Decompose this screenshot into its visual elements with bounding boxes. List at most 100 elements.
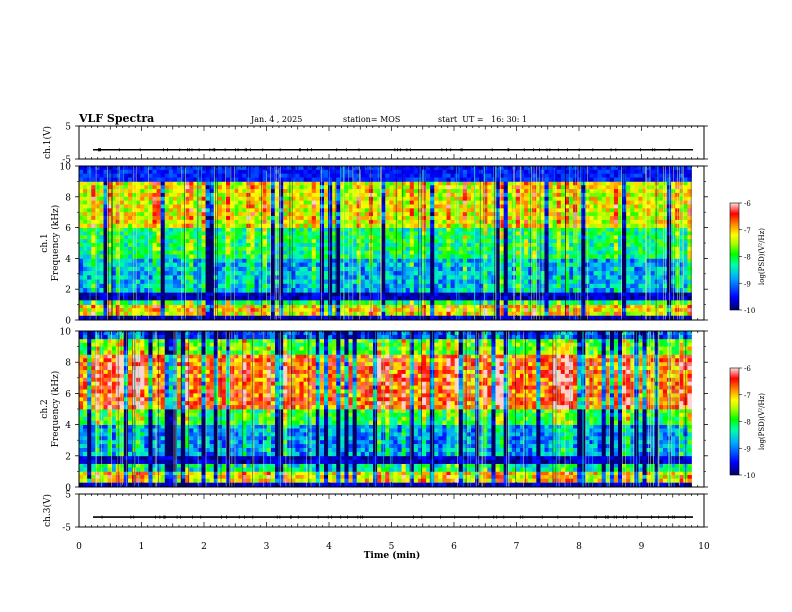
spectrogram-cell xyxy=(107,275,113,280)
spectrogram-cell xyxy=(646,288,652,293)
spectrogram-cell xyxy=(434,311,439,316)
spectrogram-cell xyxy=(148,292,153,297)
spectrogram-cell xyxy=(299,315,304,320)
spectrogram-cell xyxy=(524,258,529,263)
spectrogram-cell xyxy=(140,231,145,236)
spectrogram-cell xyxy=(434,279,439,285)
spectrogram-cell xyxy=(352,315,358,320)
spectrogram-cell xyxy=(503,271,509,276)
spectrogram-cell xyxy=(234,254,239,259)
spectrogram-cell xyxy=(234,227,239,232)
spectrogram-cell xyxy=(299,227,304,232)
spectrogram-cell xyxy=(515,246,521,252)
spectrogram-cell xyxy=(426,283,431,289)
spectrogram-cell xyxy=(536,227,541,232)
spectrogram-cell xyxy=(520,275,525,280)
spectrogram-cell xyxy=(172,246,178,252)
spectrogram-cell xyxy=(83,231,88,236)
spectrogram-cell xyxy=(250,275,255,280)
spectrogram-cell xyxy=(515,208,521,213)
spectrogram-cell xyxy=(458,192,464,198)
spectrogram-cell xyxy=(356,304,362,309)
spectrogram-cell xyxy=(299,196,304,201)
spectrogram-cell xyxy=(340,235,345,240)
spectrogram-cell xyxy=(140,296,145,301)
spectrogram-cell xyxy=(287,208,292,213)
spectrogram-cell xyxy=(397,262,402,268)
spectrogram-cell xyxy=(336,258,341,263)
spectrogram-cell xyxy=(221,271,227,276)
spectrogram-cell xyxy=(234,279,239,285)
spectrogram-cell xyxy=(658,235,664,240)
spectrogram-cell xyxy=(111,275,117,280)
spectrogram-cell xyxy=(569,246,574,252)
spectrogram-cell xyxy=(381,204,386,209)
spectrogram-cell xyxy=(307,239,313,244)
spectrogram-cell xyxy=(389,192,394,198)
spectrogram-cell xyxy=(671,288,676,293)
spectrogram-cell xyxy=(683,254,688,259)
spectrogram-cell xyxy=(168,279,174,285)
spectrogram-cell xyxy=(356,185,362,190)
spectrogram-cell xyxy=(246,283,251,289)
spectrogram-cell xyxy=(197,296,202,301)
spectrogram-cell xyxy=(111,266,117,272)
spectrogram-cell xyxy=(658,308,664,313)
spectrogram-cell xyxy=(658,196,664,201)
spectrogram-cell xyxy=(185,283,190,289)
spectrogram-cell xyxy=(381,254,386,259)
spectrogram-cell xyxy=(520,231,525,236)
spectrogram-cell xyxy=(311,185,317,190)
spectrogram-cell xyxy=(434,204,439,209)
spectrogram-cell xyxy=(254,208,260,213)
spectrogram-cell xyxy=(422,275,427,280)
spectrogram-cell xyxy=(295,304,300,309)
spectrogram-cell xyxy=(348,208,353,213)
spectrogram-cell xyxy=(393,200,398,205)
spectrogram-cell xyxy=(532,275,537,280)
spectrogram-cell xyxy=(377,189,382,194)
spectrogram-cell xyxy=(479,315,484,320)
spectrogram-cell xyxy=(193,204,198,209)
spectrogram-cell xyxy=(442,315,447,320)
spectrogram-cell xyxy=(352,266,358,272)
spectrogram-cell xyxy=(483,246,488,252)
spectrogram-cell xyxy=(258,231,264,236)
spectrogram-cell xyxy=(83,308,88,313)
spectrogram-cell xyxy=(548,275,554,280)
spectrogram-cell xyxy=(638,271,643,276)
spectrogram-cell xyxy=(311,243,317,248)
spectrogram-cell xyxy=(613,283,619,289)
spectrogram-cell xyxy=(328,246,333,252)
spectrogram-cell xyxy=(356,292,362,297)
spectrogram-cell xyxy=(279,279,284,285)
spectrogram-cell xyxy=(270,231,276,236)
spectrogram-cell xyxy=(577,200,582,205)
spectrogram-cell xyxy=(246,258,251,263)
spectrogram-cell xyxy=(613,299,619,305)
spectrogram-cell xyxy=(385,185,390,190)
spectrogram-cell xyxy=(221,181,227,186)
spectrogram-cell xyxy=(634,258,639,263)
spectrogram-cell xyxy=(160,311,166,316)
spectrogram-cell xyxy=(258,227,264,232)
spectrogram-cell xyxy=(401,292,407,297)
spectrogram-cell xyxy=(626,304,631,309)
spectrogram-cell xyxy=(299,266,304,272)
spectrogram-cell xyxy=(515,212,521,217)
spectrogram-cell xyxy=(401,204,407,209)
spectrogram-cell xyxy=(446,308,451,313)
spectrogram-cell xyxy=(654,304,660,309)
spectrogram-cell xyxy=(683,246,688,252)
spectrogram-cell xyxy=(221,275,227,280)
spectrogram-cell xyxy=(483,227,488,232)
spectrogram-cell xyxy=(483,185,488,190)
spectrogram-cell xyxy=(503,262,509,268)
spectrogram-cell xyxy=(373,227,378,232)
spectrogram-cell xyxy=(646,266,652,272)
spectrogram-cell xyxy=(381,239,386,244)
spectrogram-cell xyxy=(393,243,398,248)
spectrogram-cell xyxy=(646,254,652,259)
spectrogram-cell xyxy=(381,292,386,297)
spectrogram-cell xyxy=(597,271,603,276)
